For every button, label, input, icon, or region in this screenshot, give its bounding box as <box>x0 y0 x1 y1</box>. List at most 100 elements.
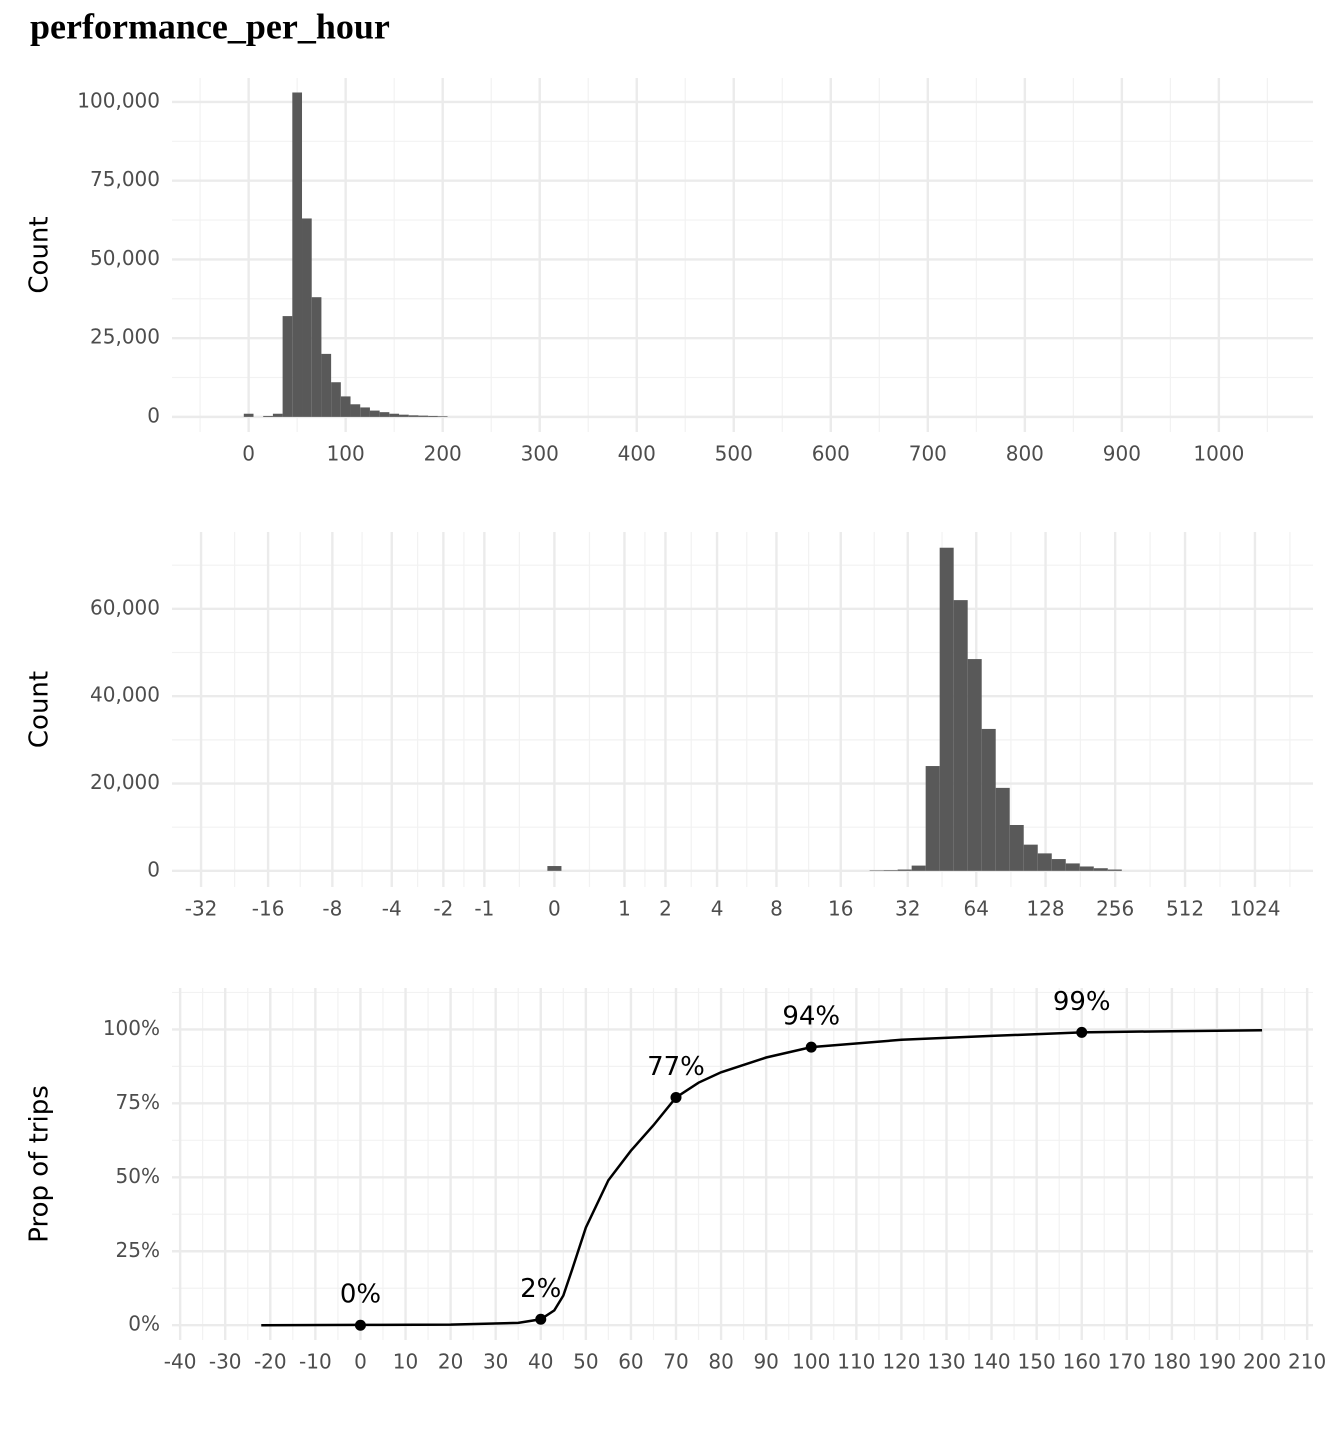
x-tick-label: 600 <box>812 442 850 466</box>
x-tick-label: 2 <box>659 897 672 921</box>
x-tick-label: 20 <box>438 1350 463 1374</box>
x-tick-label: 30 <box>483 1350 508 1374</box>
x-tick-label: 1000 <box>1193 442 1244 466</box>
bar <box>1009 824 1024 871</box>
bar <box>428 415 438 417</box>
y-tick-label: 0 <box>147 403 160 427</box>
x-tick-label: -32 <box>185 897 218 921</box>
x-tick-label: -2 <box>433 897 453 921</box>
bar <box>408 415 419 417</box>
data-label: 0% <box>340 1280 381 1310</box>
data-label: 2% <box>520 1274 561 1304</box>
x-tick-label: 90 <box>753 1350 778 1374</box>
bar <box>911 865 926 871</box>
x-tick-label: 180 <box>1153 1350 1191 1374</box>
y-tick-label: 75,000 <box>90 167 160 191</box>
x-tick-label: 256 <box>1096 897 1134 921</box>
x-tick-label: 128 <box>1026 897 1064 921</box>
x-tick-label: 40 <box>528 1350 553 1374</box>
x-tick-label: 100 <box>792 1350 830 1374</box>
bar <box>340 396 351 417</box>
x-tick-label: 32 <box>895 897 920 921</box>
x-tick-label: -30 <box>209 1350 242 1374</box>
bar <box>389 413 400 417</box>
bar <box>1079 866 1094 871</box>
x-tick-label: 400 <box>618 442 656 466</box>
x-tick-label: 140 <box>972 1350 1010 1374</box>
x-tick-label: 150 <box>1018 1350 1056 1374</box>
y-tick-label: 60,000 <box>90 595 160 619</box>
bar <box>282 316 293 417</box>
point <box>354 1319 366 1331</box>
x-tick-label: 64 <box>964 897 989 921</box>
bar <box>1107 869 1122 871</box>
bar <box>350 404 361 417</box>
data-label: 77% <box>647 1052 705 1082</box>
bar <box>437 416 448 417</box>
x-tick-label: 190 <box>1198 1350 1236 1374</box>
bar <box>311 297 322 417</box>
x-tick-label: 170 <box>1108 1350 1146 1374</box>
point <box>1076 1026 1088 1038</box>
bar <box>263 415 273 417</box>
y-tick-label: 20,000 <box>90 770 160 794</box>
bar <box>1093 868 1108 871</box>
y-tick-label: 100% <box>103 1016 160 1040</box>
point <box>535 1313 547 1325</box>
y-tick-label: 25% <box>116 1238 160 1262</box>
bar <box>243 413 254 417</box>
x-tick-label: 200 <box>424 442 462 466</box>
x-tick-label: 500 <box>715 442 753 466</box>
x-tick-label: -1 <box>474 897 494 921</box>
x-tick-label: 16 <box>828 897 853 921</box>
bar <box>883 870 898 871</box>
x-tick-label: 900 <box>1103 442 1141 466</box>
chart-title: performance_per_hour <box>30 6 390 46</box>
x-tick-label: 512 <box>1166 897 1204 921</box>
bar <box>981 728 996 871</box>
x-tick-label: 200 <box>1243 1350 1281 1374</box>
y-tick-label: 50% <box>116 1164 160 1188</box>
bar <box>399 414 409 417</box>
y-tick-label: 100,000 <box>77 88 160 112</box>
bar <box>925 766 940 871</box>
x-tick-label: -16 <box>252 897 285 921</box>
bar <box>302 218 312 417</box>
bar <box>995 787 1010 871</box>
x-tick-label: -8 <box>322 897 342 921</box>
x-tick-label: 60 <box>618 1350 643 1374</box>
x-tick-label: 210 <box>1288 1350 1326 1374</box>
bar <box>897 869 912 871</box>
x-tick-label: -20 <box>254 1350 287 1374</box>
x-tick-label: 800 <box>1006 442 1044 466</box>
x-tick-label: 1 <box>618 897 631 921</box>
bar <box>379 412 390 417</box>
point <box>670 1091 682 1103</box>
bar <box>1065 863 1080 871</box>
bar <box>1023 844 1038 871</box>
bar <box>967 659 982 871</box>
x-tick-label: 4 <box>711 897 724 921</box>
y-tick-label: 50,000 <box>90 246 160 270</box>
bar <box>418 415 429 417</box>
x-tick-label: 8 <box>770 897 783 921</box>
y-tick-label: 40,000 <box>90 683 160 707</box>
bar <box>331 382 341 417</box>
x-tick-label: 120 <box>882 1350 920 1374</box>
bar <box>272 413 283 417</box>
y-tick-label: 0% <box>128 1312 160 1336</box>
x-tick-label: 1024 <box>1230 897 1281 921</box>
x-tick-label: 110 <box>837 1350 875 1374</box>
x-tick-label: 100 <box>327 442 365 466</box>
x-tick-label: 700 <box>909 442 947 466</box>
x-tick-label: 70 <box>663 1350 688 1374</box>
x-tick-label: 0 <box>548 897 561 921</box>
x-tick-label: -40 <box>164 1350 197 1374</box>
x-tick-label: 0 <box>242 442 255 466</box>
point <box>805 1041 817 1053</box>
x-tick-label: 0 <box>354 1350 367 1374</box>
bar <box>321 353 332 417</box>
bar <box>369 410 380 417</box>
y-tick-label: 25,000 <box>90 325 160 349</box>
